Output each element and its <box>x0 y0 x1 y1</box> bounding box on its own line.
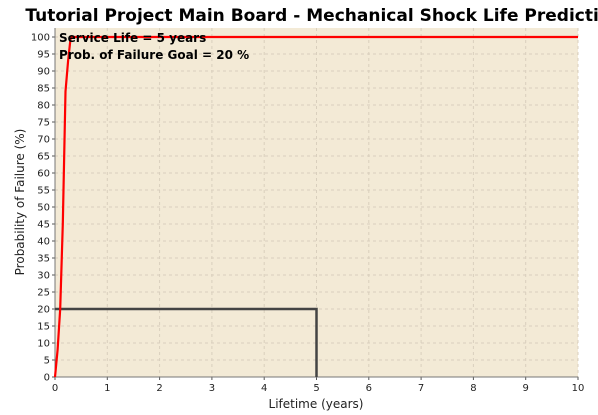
x-tick-label: 9 <box>523 383 529 394</box>
failure-probability-line <box>53 35 578 378</box>
y-axis: 0 5 10 15 20 25 30 35 40 45 50 55 60 65 70 75 80 85 90 95 10… <box>31 28 56 384</box>
y-tick-label: 70 <box>37 135 50 146</box>
y-tick-label: 95 <box>37 50 50 61</box>
y-tick-label: 10 <box>37 339 50 350</box>
service-life-goal-line <box>55 307 318 377</box>
x-tick-label: 2 <box>156 383 162 394</box>
x-axis-label: Lifetime (years) <box>269 397 364 411</box>
x-tick-label: 0 <box>52 383 58 394</box>
y-tick-label: 50 <box>37 203 50 214</box>
y-tick-label: 5 <box>44 356 50 367</box>
y-tick-label: 20 <box>37 305 50 316</box>
y-tick-label: 80 <box>37 101 50 112</box>
x-tick-label: 7 <box>418 383 424 394</box>
annotation-failure-goal: Prob. of Failure Goal = 20 % <box>59 48 249 62</box>
x-tick-label: 5 <box>313 383 319 394</box>
annotation-service-life: Service Life = 5 years <box>59 31 206 45</box>
y-tick-label: 65 <box>37 152 50 163</box>
x-axis: 0 1 2 3 4 5 6 7 8 9 10 <box>52 376 585 394</box>
series-layer <box>53 35 578 378</box>
y-tick-label: 85 <box>37 84 50 95</box>
x-tick-label: 3 <box>209 383 215 394</box>
y-tick-label: 35 <box>37 254 50 265</box>
x-tick-label: 1 <box>104 383 110 394</box>
y-tick-label: 25 <box>37 288 50 299</box>
y-tick-label: 75 <box>37 118 50 129</box>
x-tick-label: 10 <box>572 383 585 394</box>
chart-title: Tutorial Project Main Board - Mechanical… <box>25 6 598 26</box>
y-tick-label: 60 <box>37 169 50 180</box>
y-tick-label: 15 <box>37 322 50 333</box>
y-tick-label: 30 <box>37 271 50 282</box>
x-tick-label: 8 <box>470 383 476 394</box>
y-tick-label: 55 <box>37 186 50 197</box>
y-tick-label: 90 <box>37 67 50 78</box>
y-tick-label: 100 <box>31 33 50 44</box>
y-tick-label: 45 <box>37 220 50 231</box>
y-tick-label: 0 <box>44 373 50 384</box>
y-tick-label: 40 <box>37 237 50 248</box>
x-tick-label: 6 <box>366 383 372 394</box>
x-tick-label: 4 <box>261 383 267 394</box>
y-axis-label: Probability of Failure (%) <box>13 129 27 276</box>
